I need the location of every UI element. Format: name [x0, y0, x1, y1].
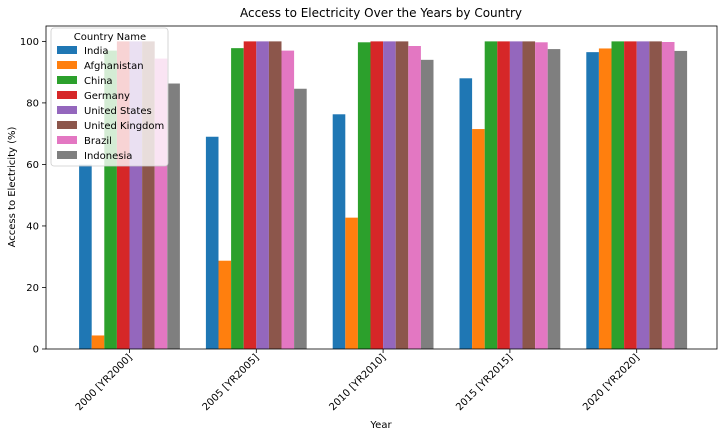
legend-swatch-china — [57, 76, 77, 84]
bar-indonesia-4 — [674, 50, 688, 350]
legend-box — [50, 27, 169, 167]
bar-indonesia-3 — [547, 49, 561, 349]
legend-title: Country Name — [74, 32, 146, 43]
bar-india-4 — [586, 52, 599, 350]
legend-label: Brazil — [84, 136, 112, 147]
legend-label: United States — [84, 106, 152, 117]
legend-swatch-afghanistan — [57, 61, 77, 69]
y-tick-label: 60 — [26, 160, 39, 171]
bar-united-states-3 — [509, 41, 523, 349]
y-tick-label: 0 — [33, 345, 39, 356]
y-tick-label: 100 — [20, 37, 39, 48]
y-axis-title: Access to Electricity (%) — [7, 127, 18, 248]
legend-label: India — [84, 46, 109, 57]
bar-indonesia-0 — [167, 83, 180, 350]
legend-label: United Kingdom — [84, 121, 164, 132]
bar-afghanistan-1 — [218, 260, 232, 349]
legend-swatch-indonesia — [57, 151, 77, 159]
legend-swatch-germany — [57, 91, 77, 99]
bar-germany-2 — [370, 41, 384, 349]
bar-afghanistan-0 — [91, 335, 105, 349]
y-tick-label: 80 — [26, 98, 39, 109]
bar-afghanistan-4 — [598, 48, 612, 350]
bar-china-4 — [611, 41, 625, 349]
bar-india-0 — [79, 164, 92, 349]
bar-germany-3 — [497, 41, 510, 349]
legend-swatch-india — [57, 46, 77, 54]
bar-united-states-2 — [383, 41, 396, 349]
legend-label: Afghanistan — [84, 61, 144, 72]
bar-united-states-1 — [256, 41, 269, 349]
bar-germany-1 — [243, 41, 257, 349]
chart-title: Access to Electricity Over the Years by … — [240, 6, 522, 20]
legend-label: Indonesia — [84, 151, 132, 162]
legend-items: India Afghanistan China Germany United State… — [57, 46, 164, 162]
bar-india-2 — [332, 114, 346, 349]
bar-afghanistan-2 — [345, 217, 358, 349]
bar-india-1 — [205, 136, 219, 349]
bar-united-kingdom-3 — [522, 41, 536, 349]
plot-frame — [45, 25, 718, 350]
legend-swatch-brazil — [57, 136, 77, 144]
legend-label: China — [84, 76, 113, 87]
bar-china-1 — [231, 48, 244, 350]
bar-afghanistan-3 — [472, 129, 485, 349]
bar-united-kingdom-4 — [649, 41, 662, 349]
legend-label: Germany — [84, 91, 130, 102]
bar-indonesia-2 — [420, 59, 434, 350]
bar-brazil-1 — [281, 50, 295, 350]
bar-brazil-4 — [661, 42, 675, 349]
bar-brazil-3 — [535, 42, 548, 350]
bar-germany-4 — [624, 41, 637, 349]
y-tick-label: 40 — [26, 221, 39, 232]
bars-group — [79, 41, 688, 350]
legend-swatch-united-kingdom — [57, 121, 77, 129]
bar-united-kingdom-2 — [395, 41, 409, 349]
bar-united-kingdom-1 — [268, 41, 282, 349]
bar-china-3 — [484, 41, 498, 349]
legend: Country Name India Afghanistan China German… — [50, 27, 169, 167]
bar-united-states-4 — [636, 41, 650, 349]
bar-china-2 — [357, 42, 371, 350]
legend-swatch-united-states — [57, 106, 77, 114]
y-tick-label: 20 — [26, 283, 39, 294]
bar-indonesia-1 — [294, 88, 307, 349]
bar-india-3 — [459, 78, 473, 350]
bar-brazil-2 — [408, 46, 421, 349]
x-axis-title: Year — [369, 420, 392, 431]
y-axis: 0 20 40 60 80 100 — [20, 37, 46, 356]
